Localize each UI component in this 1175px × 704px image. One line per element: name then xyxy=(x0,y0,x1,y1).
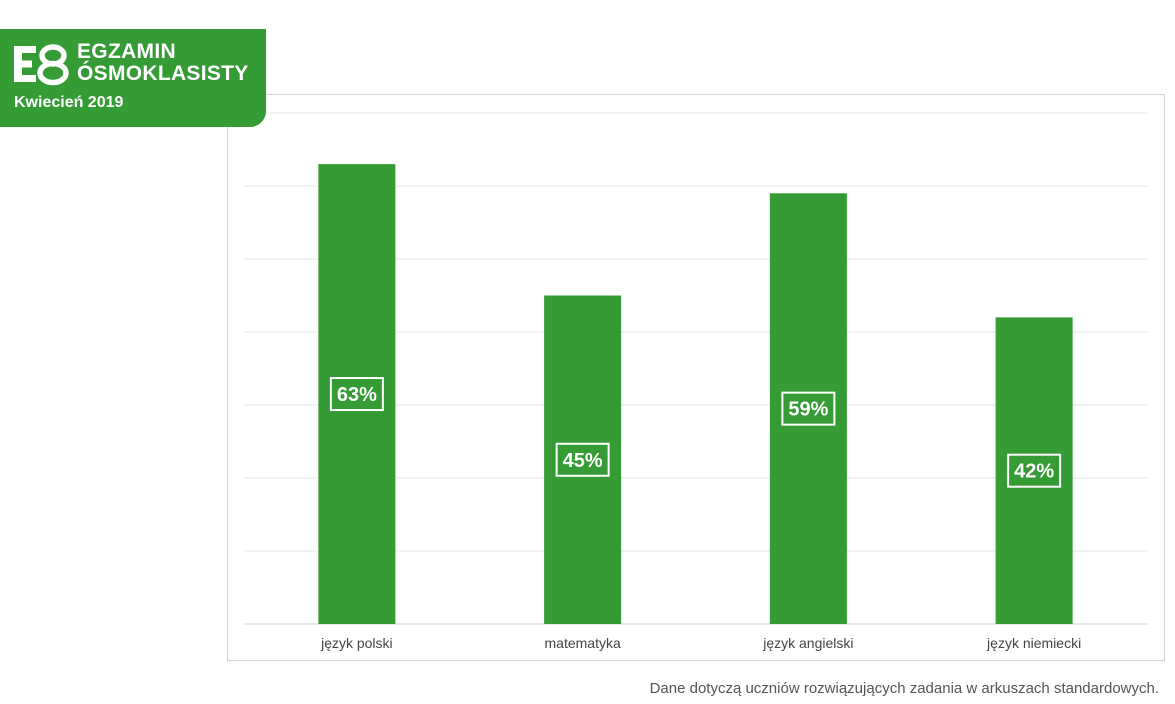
data-label-2: 45% xyxy=(563,450,603,472)
data-label-box-3 xyxy=(781,391,836,426)
x-tick-label-3: język angielski xyxy=(762,635,853,651)
e8-logo-icon xyxy=(14,44,69,86)
data-label-box-2 xyxy=(555,442,610,477)
badge-date: Kwiecień 2019 xyxy=(14,94,124,111)
data-label-1: 63% xyxy=(337,384,377,406)
x-tick-label-1: język polski xyxy=(320,635,393,651)
category-tick-labels: język polski matematyka język angielski jęz… xyxy=(320,635,1081,651)
data-label-box-1 xyxy=(329,377,384,412)
data-label-box-4 xyxy=(1007,453,1062,488)
footnote: Dane dotyczą uczniów rozwiązujących zada… xyxy=(649,680,1159,697)
badge-title: EGZAMIN ÓSMOKLASISTY xyxy=(77,41,249,85)
x-tick-label-2: matematyka xyxy=(545,635,621,651)
exam-badge: EGZAMIN ÓSMOKLASISTY Kwiecień 2019 xyxy=(0,29,266,127)
data-label-3: 59% xyxy=(788,399,828,421)
bars xyxy=(318,164,1073,625)
data-labels: 63% 45% 59% 42% xyxy=(329,377,1062,488)
data-label-4: 42% xyxy=(1014,461,1054,483)
badge-title-line-2: ÓSMOKLASISTY xyxy=(77,62,249,85)
badge-title-line-1: EGZAMIN xyxy=(77,40,176,63)
x-tick-label-4: język niemiecki xyxy=(986,635,1081,651)
